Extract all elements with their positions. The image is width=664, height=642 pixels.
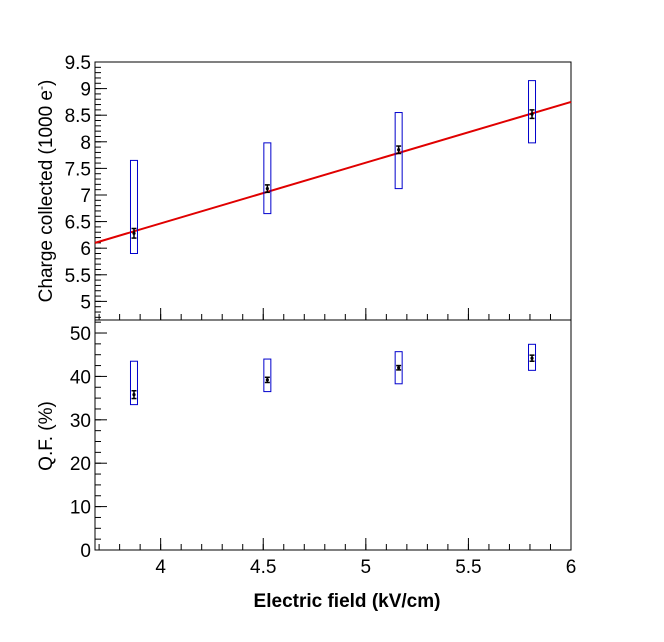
bottom-systematic-error-box	[129, 360, 138, 406]
top-y-tick-label: 5	[80, 292, 91, 313]
top-y-axis-label: Charge collected (1000 e-)	[34, 80, 57, 303]
bottom-data-marks	[129, 343, 537, 406]
top-y-tick-label: 9.5	[65, 53, 91, 74]
quenching-factor-panel: 0 10 20 30 40 50 Q.F. (%)	[36, 319, 572, 562]
top-y-tick-label: 6	[80, 239, 91, 260]
top-y-axis-label-close: )	[36, 80, 57, 86]
bottom-systematic-error-box	[394, 351, 403, 385]
top-data-point	[132, 231, 136, 235]
bottom-y-tick-label: 0	[80, 541, 91, 562]
x-tick-label: 4.5	[250, 557, 276, 578]
charge-collected-panel: 5 5.5 6 6.5 7 7.5 8 8.5 9 9.5 Charge collected (1…	[34, 53, 572, 321]
x-tick-label: 4	[155, 557, 166, 578]
top-data-point	[265, 187, 269, 191]
top-y-axis-label-main: Charge collected (1000 e	[36, 90, 57, 302]
x-tick-label: 5.5	[455, 557, 481, 578]
bottom-y-tick-label: 20	[70, 454, 91, 475]
x-axis-label: Electric field (kV/cm)	[254, 591, 441, 612]
top-y-axis: 5 5.5 6 6.5 7 7.5 8 8.5 9 9.5	[65, 53, 572, 320]
bottom-systematic-error-box	[528, 343, 537, 371]
bottom-y-tick-label: 40	[70, 367, 91, 388]
bottom-data-point	[397, 366, 401, 370]
top-data-marks	[94, 80, 572, 255]
bottom-data-point	[265, 378, 269, 382]
top-y-tick-label: 5.5	[65, 266, 91, 287]
top-systematic-error-box	[394, 112, 403, 190]
top-systematic-error-box	[129, 159, 138, 255]
bottom-y-axis-label: Q.F. (%)	[36, 401, 57, 471]
top-systematic-error-box	[528, 80, 537, 144]
x-tick-label: 5	[361, 557, 372, 578]
top-y-tick-label: 6.5	[65, 213, 91, 234]
bottom-data-point	[132, 393, 136, 397]
top-y-tick-label: 8.5	[65, 106, 91, 127]
linear-fit-line	[94, 100, 572, 244]
bottom-y-tick-label: 50	[70, 324, 91, 345]
top-y-tick-label: 7	[80, 186, 91, 207]
top-data-point	[397, 148, 401, 152]
bottom-y-tick-label: 10	[70, 498, 91, 519]
bottom-y-axis: 0 10 20 30 40 50	[70, 321, 572, 562]
x-axis: 4 4.5 5 5.5 6	[155, 557, 576, 578]
x-tick-label: 6	[566, 557, 577, 578]
top-y-axis-label-sup: -	[34, 86, 48, 90]
bottom-plot-frame	[94, 319, 572, 551]
top-y-tick-label: 8	[80, 133, 91, 154]
top-data-point	[530, 112, 534, 116]
top-systematic-error-box	[263, 142, 272, 215]
top-plot-frame	[94, 61, 572, 321]
top-y-tick-label: 7.5	[65, 159, 91, 180]
top-y-tick-label: 9	[80, 80, 91, 101]
bottom-data-point	[530, 356, 534, 360]
bottom-y-tick-label: 30	[70, 411, 91, 432]
bottom-systematic-error-box	[263, 358, 272, 393]
